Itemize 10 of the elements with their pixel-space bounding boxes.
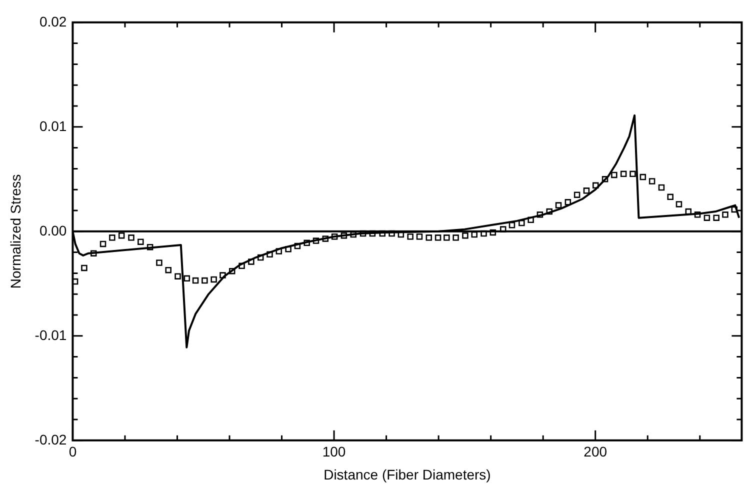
y-tick-label: 0.02 (39, 13, 67, 30)
y-tick-label: 0.00 (39, 222, 67, 238)
y-tick-label: 0.01 (39, 118, 67, 134)
y-tick-label: -0.01 (34, 326, 67, 343)
y-axis-title: Normalized Stress (7, 174, 24, 289)
y-tick-label: -0.02 (34, 431, 67, 448)
x-tick-label: 100 (322, 444, 346, 460)
x-axis-title: Distance (Fiber Diameters) (324, 466, 491, 482)
x-tick-label: 200 (584, 444, 608, 460)
x-tick-label: 0 (68, 444, 77, 460)
